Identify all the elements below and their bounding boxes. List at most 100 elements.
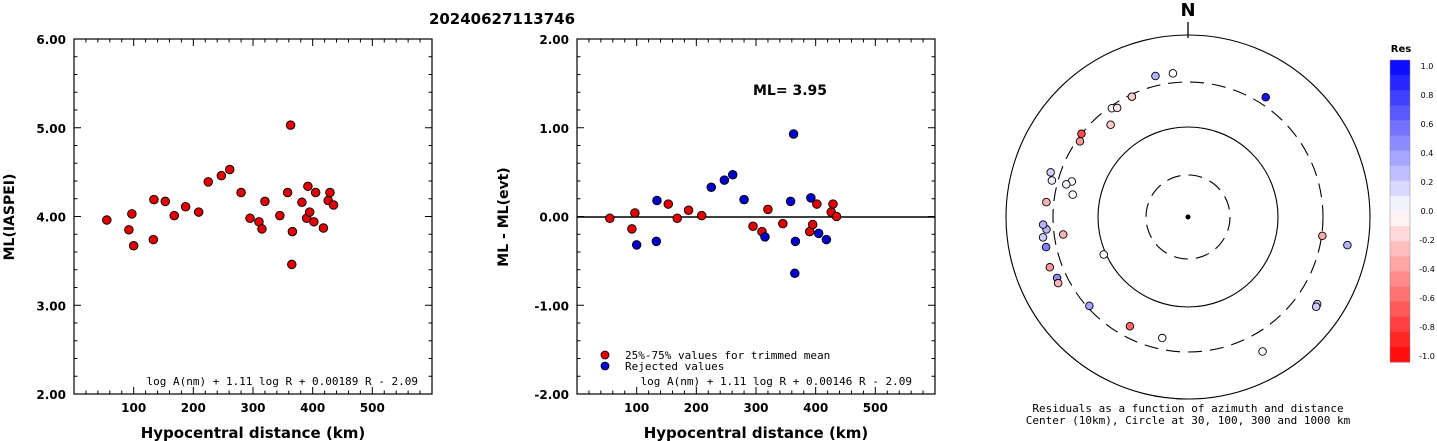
station-point xyxy=(1058,230,1068,239)
colorbar-tick-label: -0.2 xyxy=(1419,236,1435,245)
station-point xyxy=(1038,233,1048,242)
y-axis-label: ML - ML(evt) xyxy=(496,167,512,266)
data-point xyxy=(706,182,717,192)
data-point xyxy=(778,218,788,229)
colorbar: 1.0 0.8 0.6 0.4 0.2 0.0 -0.2 -0.4 -0.6 -0.8 -1.0 xyxy=(1389,59,1435,363)
data-point xyxy=(821,234,832,245)
data-point xyxy=(727,170,738,180)
data-point xyxy=(719,175,730,185)
data-point xyxy=(127,209,137,219)
colorbar-swatch xyxy=(1390,211,1410,227)
station-point xyxy=(1112,103,1122,113)
data-point xyxy=(309,217,319,227)
station-point xyxy=(1127,92,1137,101)
y-tick-label: 1.00 xyxy=(539,122,569,136)
data-point xyxy=(318,223,329,233)
station-point xyxy=(1041,242,1051,252)
distance-ring-100 xyxy=(1097,126,1279,308)
x-tick-label: 500 xyxy=(360,401,385,415)
station-point xyxy=(1038,220,1048,229)
data-point xyxy=(828,199,838,209)
data-point xyxy=(790,236,801,247)
data-point xyxy=(328,200,339,210)
data-point xyxy=(236,187,246,198)
colorbar-swatch xyxy=(1390,331,1410,348)
data-point xyxy=(831,211,842,222)
colorbar-swatch xyxy=(1390,316,1410,333)
data-point xyxy=(203,177,213,187)
data-point xyxy=(128,241,139,251)
colorbar-tick-label: -1.0 xyxy=(1419,352,1435,361)
y-tick-label: 6.00 xyxy=(36,33,66,47)
legend-marker-rejected xyxy=(600,361,610,371)
colorbar-tick-label: -0.8 xyxy=(1419,323,1435,332)
colorbar-tick-label: 0.4 xyxy=(1421,149,1434,158)
data-point xyxy=(683,205,694,216)
data-point xyxy=(275,210,285,221)
x-tick-label: 200 xyxy=(684,401,709,415)
x-tick-label: 100 xyxy=(624,401,649,415)
station-point xyxy=(1158,333,1167,343)
data-point xyxy=(102,215,112,225)
colorbar-tick-label: 0.8 xyxy=(1421,91,1434,100)
data-point xyxy=(790,268,800,279)
station-point xyxy=(1085,301,1094,311)
station-point xyxy=(1062,180,1071,189)
data-point xyxy=(297,197,307,208)
data-point xyxy=(169,210,179,221)
colorbar-tick-label: 0.0 xyxy=(1421,207,1434,216)
panel-azimuth-residuals: N Residuals as a function of azimuth and… xyxy=(1005,0,1435,427)
data-point xyxy=(812,199,822,209)
data-point xyxy=(760,232,770,242)
data-point xyxy=(627,224,637,234)
data-point xyxy=(807,219,818,230)
station-point xyxy=(1099,250,1108,259)
x-tick-label: 300 xyxy=(743,401,768,415)
x-tick-label: 200 xyxy=(181,401,206,415)
x-axis-label: Hypocentral distance (km) xyxy=(644,424,869,441)
x-tick-label: 100 xyxy=(121,401,146,415)
y-tick-label: 2.00 xyxy=(36,388,66,402)
data-point xyxy=(672,213,682,224)
y-tick-label: 4.00 xyxy=(36,211,66,225)
colorbar-swatch xyxy=(1390,301,1410,318)
station-point xyxy=(1045,263,1055,272)
distance-ring-1000 xyxy=(1005,34,1371,400)
colorbar-tick-label: -0.4 xyxy=(1419,265,1435,274)
station-point xyxy=(1258,347,1267,356)
data-point xyxy=(285,120,296,130)
data-point xyxy=(748,221,758,232)
polar-caption-2: Center (10km), Circle at 30, 100, 300 an… xyxy=(1026,414,1351,427)
data-point xyxy=(148,234,159,245)
colorbar-swatch xyxy=(1390,256,1410,272)
station-point xyxy=(1068,190,1077,199)
colorbar-tick-label: 0.2 xyxy=(1421,178,1434,187)
station-point xyxy=(1261,93,1270,102)
y-tick-label: 3.00 xyxy=(36,299,66,313)
data-point xyxy=(260,196,270,207)
ml-annotation: ML= 3.95 xyxy=(753,83,827,99)
center-point xyxy=(1185,214,1191,220)
data-point xyxy=(652,195,662,206)
station-point xyxy=(1047,176,1057,185)
data-point xyxy=(245,213,255,224)
colorbar-title: Res xyxy=(1391,44,1411,55)
y-tick-label: -2.00 xyxy=(534,388,569,402)
station-point xyxy=(1125,322,1135,331)
data-point xyxy=(287,226,298,237)
north-label: N xyxy=(1180,0,1195,21)
station-point xyxy=(1046,168,1055,177)
x-axis-label: Hypocentral distance (km) xyxy=(141,424,366,441)
colorbar-swatch xyxy=(1390,90,1410,106)
y-axis-label: ML(IASPEI) xyxy=(2,174,18,261)
data-point xyxy=(605,213,615,224)
data-point xyxy=(124,225,134,235)
colorbar-swatch xyxy=(1390,150,1410,167)
station-point xyxy=(1168,69,1178,78)
legend-marker-trimmed xyxy=(600,350,610,360)
formula-text: log A(nm) + 1.11 log R + 0.00146 R - 2.0… xyxy=(640,375,912,388)
data-point xyxy=(325,187,335,198)
station-point xyxy=(1053,278,1063,288)
polar-caption-1: Residuals as a function of azimuth and d… xyxy=(1032,402,1343,415)
